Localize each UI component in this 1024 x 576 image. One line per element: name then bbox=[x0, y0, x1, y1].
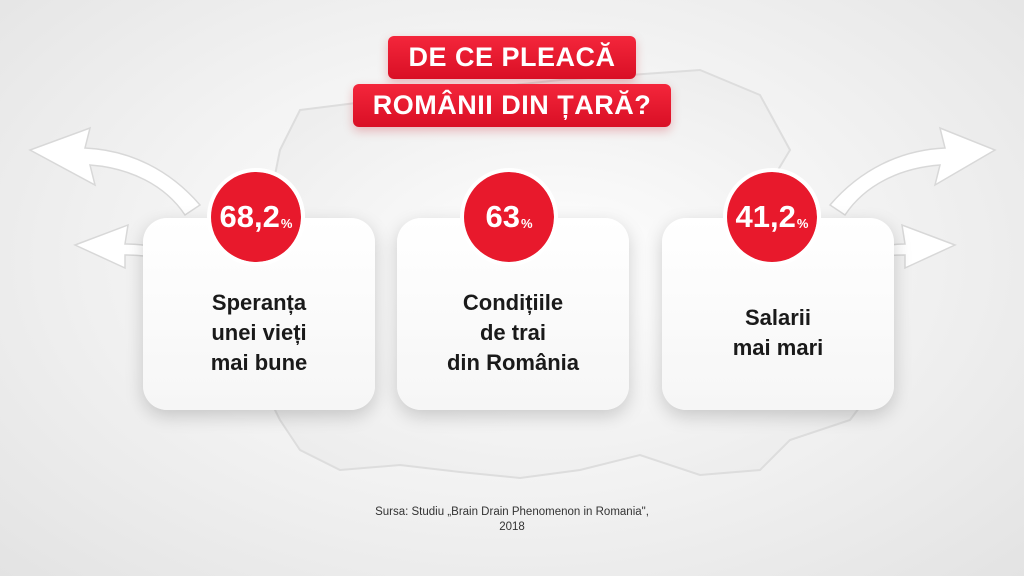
badge-1-progress-arc bbox=[211, 168, 305, 266]
badge-1-unit: % bbox=[280, 215, 293, 231]
source-line-2: 2018 bbox=[499, 521, 525, 533]
arrow-right-top-icon bbox=[828, 126, 997, 217]
card-2-label-line: de trai bbox=[479, 320, 547, 345]
card-2-label: Condițiile de trai din România bbox=[397, 288, 629, 378]
card-3-label-line: Salarii bbox=[744, 305, 812, 330]
badge-3-text: 41,2 % bbox=[721, 166, 823, 268]
title-line-2-wrap: ROMÂNII DIN ȚARĂ? bbox=[0, 84, 1024, 127]
badge-2: 63 % bbox=[458, 166, 560, 268]
badge-3-progress-arc bbox=[771, 168, 821, 259]
title-line-1-wrap: DE CE PLEACĂ bbox=[0, 36, 1024, 79]
badge-2-unit: % bbox=[520, 215, 533, 231]
card-3-label: Salarii mai mari bbox=[662, 303, 894, 363]
card-1-label: Speranța unei vieți mai bune bbox=[143, 288, 375, 378]
badge-3-value: 41,2 bbox=[735, 199, 796, 234]
card-3-label-line: mai mari bbox=[732, 335, 824, 360]
source-note: Sursa: Studiu „Brain Drain Phenomenon in… bbox=[0, 505, 1024, 535]
badge-2-text: 63 % bbox=[458, 166, 560, 268]
badge-1-value: 68,2 bbox=[219, 199, 280, 234]
badge-2-ring bbox=[460, 168, 558, 266]
badge-3-unit: % bbox=[796, 215, 809, 231]
card-2-label-line: Condițiile bbox=[462, 290, 564, 315]
card-reason-1: Speranța unei vieți mai bune bbox=[143, 218, 375, 410]
badge-1-ring bbox=[207, 168, 305, 266]
arrow-left-top-icon bbox=[28, 126, 202, 217]
card-reason-2: Condițiile de trai din România bbox=[397, 218, 629, 410]
card-1-label-line: Speranța bbox=[211, 290, 307, 315]
badge-2-value: 63 bbox=[485, 199, 520, 234]
badge-3: 41,2 % bbox=[721, 166, 823, 268]
card-2-label-line: din România bbox=[446, 350, 579, 375]
title-line-2: ROMÂNII DIN ȚARĂ? bbox=[352, 84, 672, 127]
card-1-label-line: mai bune bbox=[210, 350, 308, 375]
badge-3-ring bbox=[723, 168, 821, 266]
badge-1-text: 68,2 % bbox=[205, 166, 307, 268]
card-1-label-line: unei vieți bbox=[211, 320, 307, 345]
badge-1: 68,2 % bbox=[205, 166, 307, 268]
title-line-1: DE CE PLEACĂ bbox=[388, 36, 636, 79]
source-line-1: Sursa: Studiu „Brain Drain Phenomenon in… bbox=[375, 506, 649, 518]
badge-2-progress-arc bbox=[473, 168, 558, 266]
